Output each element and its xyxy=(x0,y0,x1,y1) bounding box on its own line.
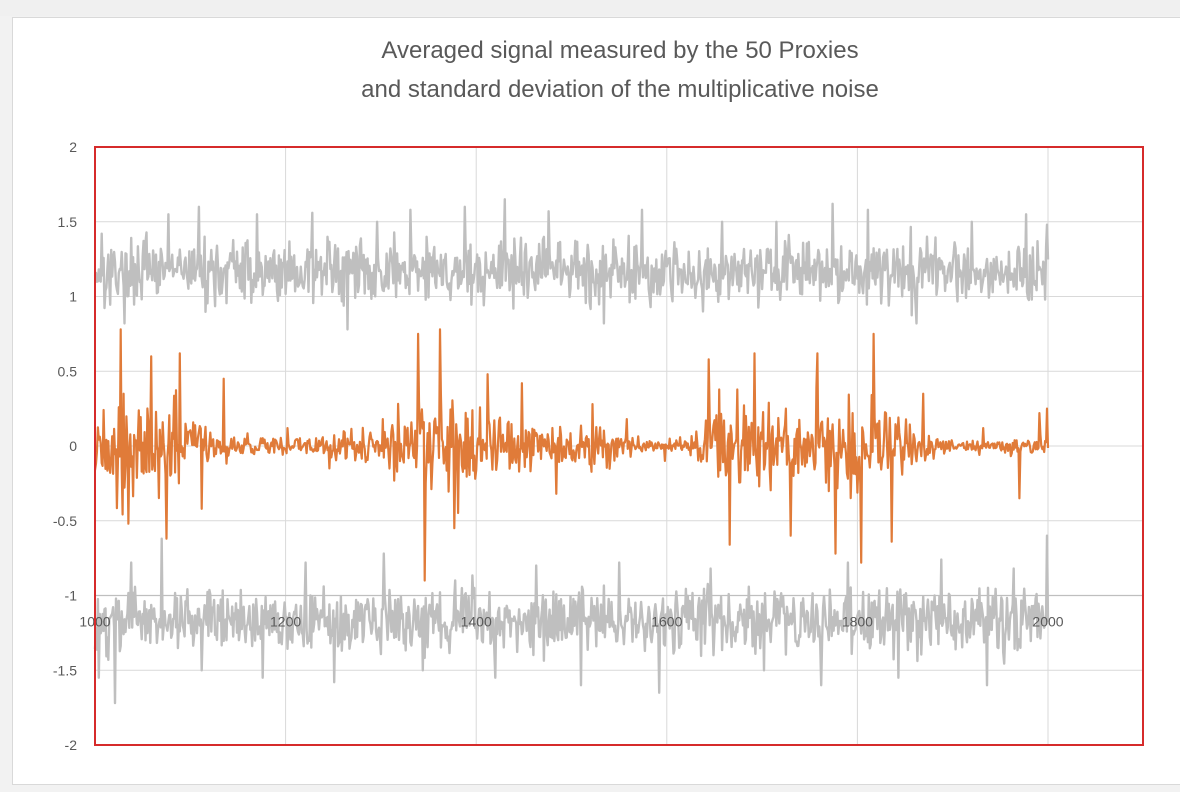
y-tick-label: -0.5 xyxy=(53,513,77,529)
plot-area-border xyxy=(94,146,1144,746)
x-tick-label: 1600 xyxy=(651,614,682,630)
y-tick-label: 0 xyxy=(69,438,77,454)
chart-title-line-2: and standard deviation of the multiplica… xyxy=(361,76,879,103)
y-tick-label: -1.5 xyxy=(53,662,77,678)
x-tick-label: 2000 xyxy=(1032,614,1063,630)
y-tick-label: -2 xyxy=(65,737,78,753)
series-group xyxy=(93,198,1050,705)
chart-card xyxy=(12,17,1180,785)
y-tick-label: 1 xyxy=(69,289,77,305)
lower-noise-band-line xyxy=(93,534,1050,705)
y-tick-label: 0.5 xyxy=(58,363,78,379)
y-tick-label: -1 xyxy=(65,588,78,604)
chart-title-line-1: Averaged signal measured by the 50 Proxi… xyxy=(381,37,858,64)
averaged-signal-line xyxy=(93,328,1050,582)
x-tick-label: 1400 xyxy=(461,614,492,630)
x-tick-label: 1800 xyxy=(842,614,873,630)
upper-noise-band-line xyxy=(93,198,1050,331)
y-tick-label: 1.5 xyxy=(58,214,78,230)
x-tick-label: 1200 xyxy=(270,614,301,630)
window-top-strip xyxy=(0,0,1180,16)
y-tick-label: 2 xyxy=(69,139,77,155)
